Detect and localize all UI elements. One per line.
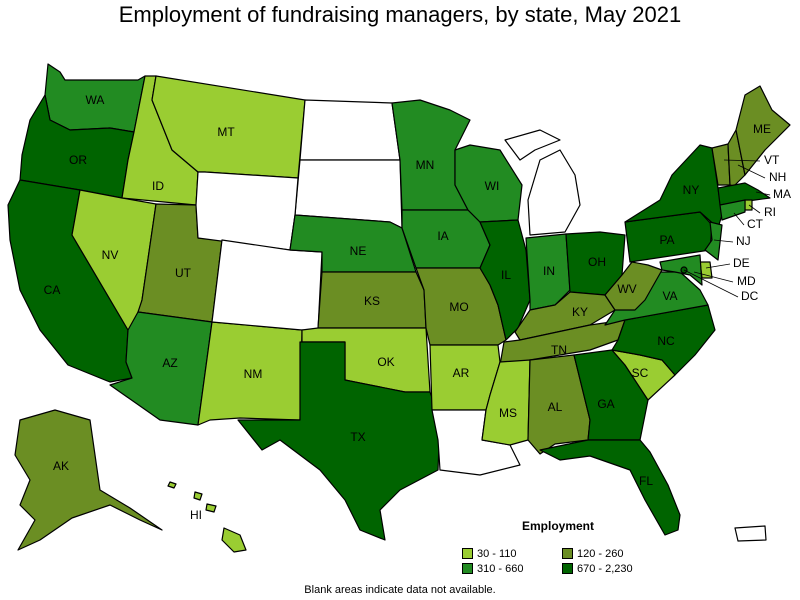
legend-item-4: 670 - 2,230 — [562, 563, 662, 575]
label-wv: WV — [617, 282, 636, 296]
label-az: AZ — [162, 356, 177, 370]
legend-item-2: 120 - 260 — [562, 548, 662, 560]
label-nm: NM — [244, 367, 263, 381]
state-ct[interactable] — [719, 199, 746, 221]
state-labels: WA OR CA ID NV MT UT AZ NM NE KS OK TX M… — [44, 93, 791, 522]
legend-label-4: 670 - 2,230 — [577, 562, 633, 575]
label-al: AL — [548, 400, 563, 414]
label-ks: KS — [364, 294, 380, 308]
state-ri[interactable] — [744, 199, 753, 211]
state-tx[interactable] — [237, 341, 441, 541]
label-or: OR — [69, 153, 87, 167]
label-de: DE — [733, 256, 750, 270]
label-in: IN — [543, 264, 555, 278]
legend-label-1: 30 - 110 — [477, 547, 517, 560]
state-nh[interactable] — [727, 129, 746, 187]
label-sc: SC — [632, 366, 649, 380]
label-wa: WA — [86, 93, 105, 107]
legend-swatch-3 — [462, 563, 473, 574]
label-ar: AR — [453, 366, 470, 380]
state-ak[interactable] — [14, 409, 163, 551]
label-nj: NJ — [736, 234, 751, 248]
label-wi: WI — [485, 179, 500, 193]
footnote: Blank areas indicate data not available. — [304, 584, 496, 596]
label-hi: HI — [190, 508, 202, 522]
label-ma: MA — [773, 187, 791, 201]
legend-swatch-2 — [562, 548, 573, 559]
label-ne: NE — [350, 244, 367, 258]
label-ga: GA — [597, 397, 614, 411]
label-pa: PA — [659, 233, 674, 247]
state-nj[interactable] — [704, 221, 723, 261]
state-ny[interactable] — [624, 144, 723, 229]
legend-swatch-1 — [462, 548, 473, 559]
label-nv: NV — [102, 248, 119, 262]
label-ny: NY — [683, 183, 700, 197]
legend-item-3: 310 - 660 — [462, 563, 562, 575]
legend: Employment 30 - 110 120 - 260 310 - 660 … — [462, 519, 662, 576]
label-md: MD — [737, 274, 756, 288]
label-ok: OK — [377, 355, 394, 369]
label-ky: KY — [572, 305, 588, 319]
state-co[interactable] — [211, 239, 323, 331]
label-dc: DC — [741, 289, 759, 303]
label-ct: CT — [747, 217, 764, 231]
label-tx: TX — [350, 430, 365, 444]
state-hi[interactable] — [167, 481, 247, 553]
legend-label-3: 310 - 660 — [477, 562, 524, 575]
label-ms: MS — [499, 406, 517, 420]
label-tn: TN — [551, 343, 567, 357]
state-il[interactable] — [479, 219, 531, 341]
label-va: VA — [662, 289, 677, 303]
label-id: ID — [152, 179, 164, 193]
label-mn: MN — [416, 158, 435, 172]
label-ri: RI — [764, 205, 776, 219]
label-mo: MO — [449, 300, 468, 314]
map-title: Employment of fundraising managers, by s… — [118, 2, 682, 27]
label-vt: VT — [764, 153, 780, 167]
label-ca: CA — [44, 283, 61, 297]
leader-lines — [683, 159, 771, 298]
legend-title: Employment — [522, 519, 595, 533]
state-wy[interactable] — [195, 171, 299, 251]
legend-item-1: 30 - 110 — [462, 548, 562, 560]
label-oh: OH — [588, 255, 606, 269]
state-fl[interactable] — [539, 439, 681, 536]
label-mt: MT — [217, 125, 235, 139]
label-il: IL — [501, 268, 511, 282]
label-nc: NC — [657, 334, 675, 348]
legend-label-2: 120 - 260 — [577, 547, 624, 560]
label-ak: AK — [53, 459, 69, 473]
label-ut: UT — [175, 266, 192, 280]
state-me[interactable] — [735, 85, 791, 176]
label-ia: IA — [437, 229, 448, 243]
label-nh: NH — [769, 170, 786, 184]
label-me: ME — [753, 122, 771, 136]
state-nd[interactable] — [299, 99, 401, 161]
legend-swatch-4 — [562, 563, 573, 574]
label-fl: FL — [639, 474, 653, 488]
state-mi[interactable] — [504, 129, 581, 236]
state-pr[interactable] — [734, 525, 767, 542]
